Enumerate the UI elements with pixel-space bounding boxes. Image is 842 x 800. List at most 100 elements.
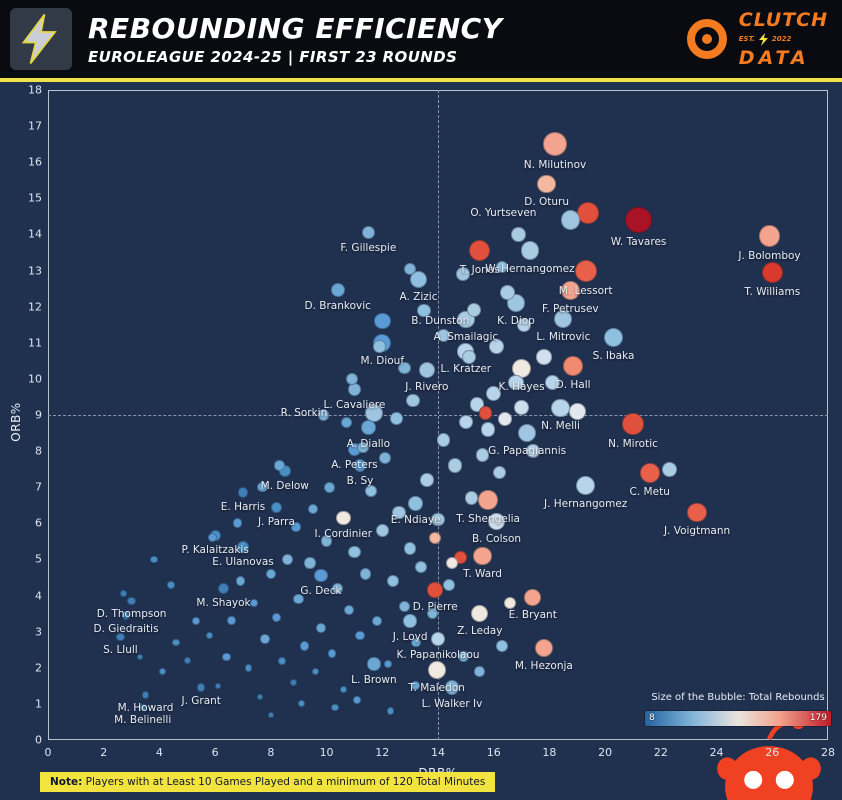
x-tick-label: 18 (542, 746, 557, 759)
bubble (345, 372, 358, 385)
player-bubble (196, 683, 206, 692)
player-bubble (141, 690, 150, 699)
player-label: T. Jones (459, 264, 500, 277)
brand-est-row: EST. 2022 (739, 32, 828, 46)
bubble (304, 557, 316, 569)
player-label: E. Bryant (508, 608, 557, 621)
player-label: T. Ward (463, 568, 502, 581)
bubble (383, 659, 393, 669)
player-label: R. Sorkin (280, 407, 328, 420)
player-label: J. Rivero (405, 380, 449, 393)
bubble (500, 284, 516, 300)
bubble (436, 328, 451, 343)
footnote-text: Players with at Least 10 Games Played an… (82, 776, 486, 788)
bubble (504, 596, 517, 609)
site-logo (10, 8, 72, 70)
player-bubble (409, 270, 428, 289)
bubble (311, 667, 320, 676)
y-tick-label: 12 (28, 300, 42, 314)
chart-region: ORB% DRB% Size of the Bubble: Total Rebo… (0, 82, 842, 800)
bubble (398, 361, 411, 375)
bubble (480, 422, 496, 437)
player-bubble (403, 614, 417, 628)
page-title: REBOUNDING EFFICIENCY (88, 12, 503, 45)
bubble (406, 393, 420, 408)
bubble (426, 607, 439, 620)
x-tick-label: 16 (486, 746, 501, 759)
bubble (417, 303, 431, 317)
player-bubble (116, 632, 125, 642)
bubble (293, 593, 304, 605)
player-label: J. Hernangomez (543, 497, 628, 510)
euroleague-logo-icon (686, 19, 727, 59)
bubble (289, 678, 297, 686)
y-tick-label: 9 (35, 408, 42, 422)
brand-name-top: CLUTCH (738, 8, 828, 31)
player-bubble (520, 241, 540, 260)
bubble (166, 580, 175, 589)
player-label: B. Dunston (411, 315, 470, 328)
player-label: C. Metu (629, 485, 670, 498)
bubble (232, 518, 243, 529)
bubble (492, 466, 506, 480)
bubble (375, 524, 389, 538)
bubble (278, 656, 286, 665)
bubble (373, 340, 386, 353)
player-bubble (761, 261, 783, 283)
bubble (327, 649, 337, 658)
player-bubble (517, 423, 537, 443)
bubble (420, 473, 434, 487)
player-bubble (373, 312, 391, 330)
brand-name-bottom: DATA (738, 46, 810, 69)
player-label: J. Grant (181, 694, 221, 707)
player-label: E. Harris (220, 501, 266, 514)
player-label: K. Hayes (498, 380, 545, 393)
bubble (496, 640, 508, 652)
bubble (318, 409, 330, 421)
x-tick-label: 2 (100, 746, 108, 759)
bubble (222, 652, 231, 662)
player-label: N. Milutinov (523, 159, 587, 172)
player-label: A. Peters (331, 459, 378, 471)
player-bubble (444, 680, 460, 696)
player-bubble (576, 475, 596, 495)
player-bubble (121, 611, 131, 620)
player-label: L. Cavaliere (323, 399, 386, 412)
bubble (429, 531, 442, 544)
player-bubble (574, 259, 597, 282)
player-bubble (335, 510, 351, 526)
player-label: S. Ibaka (592, 350, 635, 363)
legend-title: Size of the Bubble: Total Rebounds (651, 692, 825, 703)
player-bubble (138, 703, 147, 712)
bubble (560, 210, 581, 230)
player-label: L. Mitrovic (536, 331, 591, 344)
player-label: L. Kratzer (440, 363, 492, 376)
bubble (486, 385, 502, 401)
player-label: L. Walker Iv (421, 698, 483, 711)
player-label: A. Zizic (399, 291, 438, 304)
bubble (158, 667, 166, 675)
bubble (392, 505, 406, 520)
bubble (514, 400, 529, 416)
player-bubble (361, 225, 376, 240)
player-label: J. Voigtmann (663, 525, 731, 538)
bubble (214, 682, 222, 689)
player-label: J. Parra (257, 515, 295, 528)
player-label: E. Ndiaye (390, 513, 441, 526)
player-bubble (408, 496, 424, 511)
x-tick-label: 10 (319, 746, 334, 759)
bubble (387, 575, 400, 588)
y-tick-label: 14 (28, 227, 42, 241)
player-label: D. Oturu (524, 196, 570, 209)
y-tick-label: 17 (28, 119, 42, 133)
player-bubble (237, 540, 249, 553)
player-bubble (270, 501, 282, 513)
x-tick-label: 26 (765, 746, 780, 759)
bubble (467, 303, 482, 318)
legend-min-value: 8 (649, 713, 655, 723)
player-bubble (430, 631, 446, 646)
bubble-size-legend: Size of the Bubble: Total Rebounds 8 179 (645, 692, 831, 726)
player-label: T. Maledon (408, 681, 465, 694)
player-bubble (577, 201, 600, 224)
